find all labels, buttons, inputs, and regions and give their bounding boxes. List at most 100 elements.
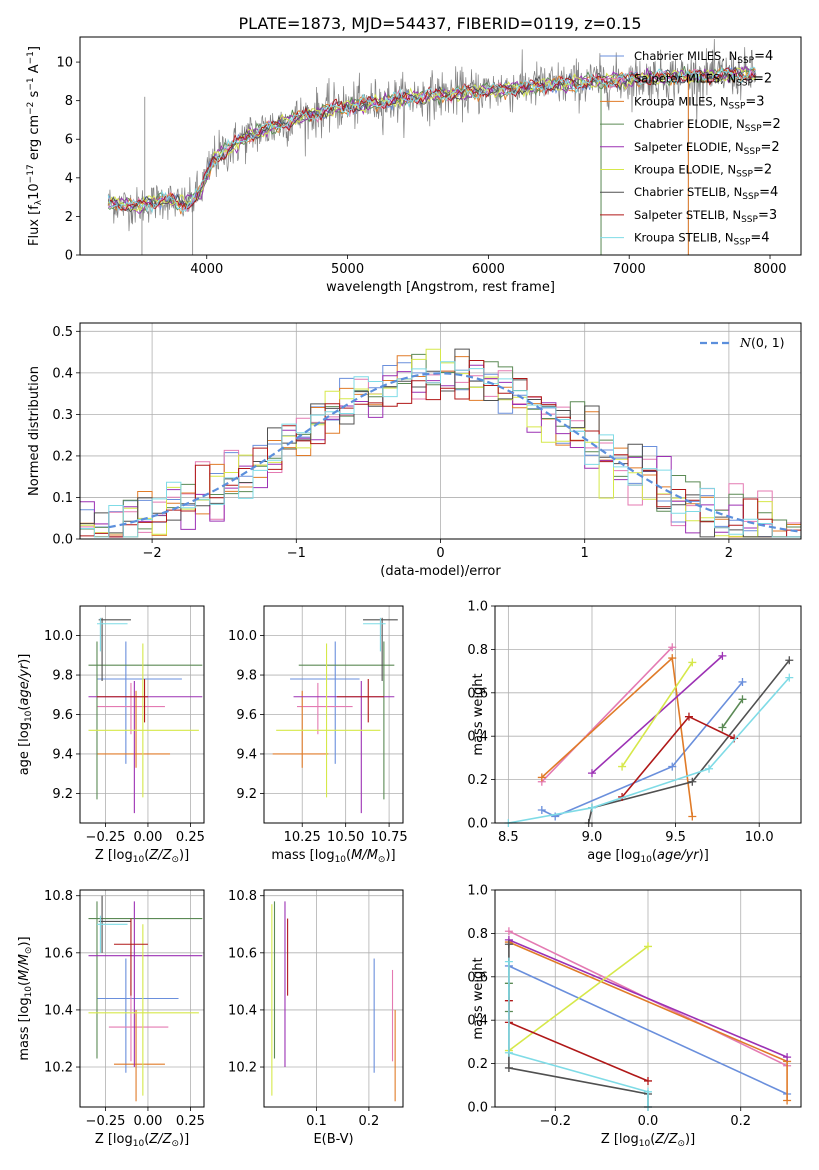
y-tick-label: 9.4 [236, 747, 257, 762]
y-tick-label: 0.1 [52, 491, 73, 506]
legend-sub: SSP [729, 101, 746, 111]
label-part: )] [179, 1132, 189, 1147]
data-point-marker [504, 1063, 513, 1072]
y-tick-label: 0.8 [467, 643, 488, 658]
legend-sub: SSP [736, 79, 753, 89]
label-part: )] [385, 848, 395, 863]
series-line [508, 945, 649, 1052]
legend-label: Chabrier ELODIE, NSSP=2 [634, 117, 781, 134]
chart-weight-vs-age: 8.5 9.0 9.5 10.0 0.0 0.2 0.4 0.6 0.8 1.0 age [log1… [467, 600, 802, 865]
y-tick-label: 9.2 [236, 787, 257, 802]
series-line [541, 656, 694, 817]
label-part: −1 [26, 51, 36, 64]
y-tick-label: 0.4 [467, 730, 488, 745]
y-axis-label: Normed distribution [27, 366, 42, 496]
legend-count: =4 [750, 231, 769, 246]
legend-sub: SSP [736, 170, 753, 180]
spectrum-model-line [108, 65, 756, 214]
chart-weight-vs-Z: −0.2 0.0 0.2 0.0 0.2 0.4 0.6 0.8 1.0 Z [log10(Z/Z… [467, 884, 802, 1149]
legend-name: Salpeter STELIB, N [634, 208, 741, 222]
data-point-marker [668, 643, 677, 652]
y-tick-label: 9.2 [52, 787, 73, 802]
x-tick-label: 10.50 [327, 830, 364, 845]
x-axis-label: Z [log10(Z/Z⊙)] [601, 1132, 695, 1149]
axes-frame [263, 605, 404, 824]
data-point-marker [644, 1087, 652, 1096]
figure-title: PLATE=1873, MJD=54437, FIBERID=0119, z=0… [238, 14, 641, 33]
label-part: )] [699, 848, 709, 863]
series-line [721, 698, 744, 728]
label-part: Z [log [601, 1132, 639, 1147]
y-tick-label: 10.8 [228, 889, 257, 904]
y-tick-label: 10.8 [44, 889, 73, 904]
label-part: Z/Z [148, 1132, 172, 1147]
x-tick-label: 10.25 [284, 830, 321, 845]
chart-mass-vs-ebv: 0.1 0.2 10.2 10.4 10.6 10.8 E(B-V) [228, 889, 404, 1147]
data-point-marker [668, 762, 677, 771]
series-line [541, 681, 744, 818]
chart-spectrum: 4000 5000 6000 7000 8000 0 2 4 6 8 10 Chabrier MILE… [26, 36, 802, 295]
label-part: ( [144, 1132, 149, 1147]
legend-sub: SSP [734, 238, 751, 248]
x-axis-label: mass [log10(M/M⊙)] [271, 848, 395, 865]
axes-frame [494, 889, 802, 1108]
data-point-marker [684, 712, 693, 721]
y-tick-label: 0.4 [52, 366, 73, 381]
x-tick-label: 7000 [613, 262, 646, 277]
label-part: ( [346, 848, 351, 863]
data-point-marker [738, 677, 747, 686]
y-tick-label: 0.2 [467, 773, 488, 788]
y-tick-label: 9.6 [236, 708, 257, 723]
histogram-step-line [80, 361, 801, 538]
x-axis-label: Z [log10(Z/Z⊙)] [95, 848, 189, 865]
data-point-marker [537, 773, 546, 782]
label-part: s [27, 90, 42, 101]
label-part: mass weight [471, 673, 486, 755]
data-point-marker [705, 764, 714, 773]
label-part: 10 [24, 710, 34, 722]
legend-name: Salpeter ELODIE, N [634, 140, 744, 154]
x-tick-label: 0.00 [133, 1114, 162, 1129]
x-tick-label: 4000 [190, 262, 223, 277]
legend-count: =3 [745, 94, 764, 109]
label-part: 10 [640, 855, 652, 865]
x-tick-label: 10.75 [370, 830, 407, 845]
legend-name: Chabrier MILES, N [634, 49, 737, 63]
y-tick-label: 2 [65, 210, 73, 225]
data-point-marker [783, 1096, 792, 1105]
label-part: ⊙ [24, 947, 34, 955]
label-part: )] [179, 848, 189, 863]
series-line [508, 939, 788, 1058]
label-part: 10 [335, 855, 347, 865]
legend-name: N [739, 335, 752, 350]
label-part: E(B-V) [313, 1132, 353, 1147]
histogram-step-line [80, 360, 801, 538]
legend-name: Kroupa STELIB, N [634, 231, 734, 245]
x-tick-label: 0.2 [359, 1114, 380, 1129]
legend-sub: SSP [742, 192, 759, 202]
chart-residual-histogram: −2 −1 0 1 2 0.0 0.1 0.2 0.3 0.4 0.5 N(0, 1) (data-mo… [27, 322, 802, 579]
label-part: ( [650, 1132, 655, 1147]
data-point-marker [668, 654, 677, 663]
label-part: Z [log [95, 848, 133, 863]
y-tick-label: 10.0 [44, 629, 73, 644]
label-part: )] [685, 1132, 695, 1147]
y-axis-label: mass [log10(M/M⊙)] [17, 936, 34, 1060]
series-line [541, 646, 673, 783]
data-point-marker [644, 942, 652, 951]
y-tick-label: 9.8 [236, 669, 257, 684]
legend-label: Kroupa ELODIE, NSSP=2 [634, 163, 772, 180]
legend-count: =3 [758, 208, 777, 223]
x-tick-label: 0.25 [176, 1114, 205, 1129]
y-tick-label: 9.8 [52, 669, 73, 684]
y-tick-label: 9.4 [52, 747, 73, 762]
x-tick-label: 8.5 [498, 830, 519, 845]
label-part: mass weight [471, 957, 486, 1039]
x-tick-label: 5000 [331, 262, 364, 277]
label-part: −17 [26, 164, 36, 183]
label-part: erg cm [27, 115, 42, 164]
label-part: 10 [133, 1139, 145, 1149]
legend-label: Salpeter MILES, NSSP=2 [634, 72, 772, 89]
data-point-marker [504, 927, 513, 936]
